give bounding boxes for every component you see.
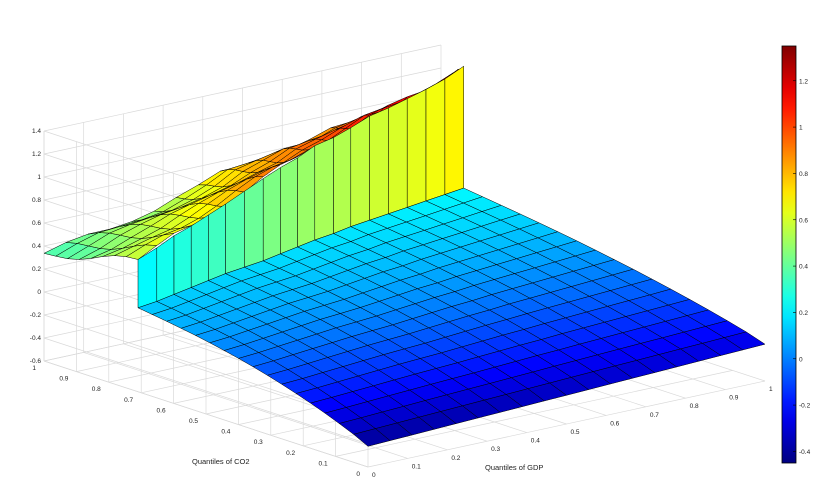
surface-patch	[425, 78, 446, 202]
surface-patch	[724, 331, 766, 351]
surface-patch	[156, 235, 175, 302]
grid-line	[43, 67, 442, 155]
z-tick-label: 1.4	[32, 128, 41, 135]
z-tick-label: 0	[37, 289, 41, 296]
x-tick-label: 0.2	[451, 455, 460, 462]
y-tick-label: 0.2	[286, 450, 295, 457]
y-tick-label: 0.7	[124, 397, 133, 404]
surface-mesh	[43, 65, 766, 447]
surface-patch	[406, 89, 427, 208]
x-tick-label: 0.3	[491, 446, 500, 453]
x-tick-label: 0.9	[729, 395, 738, 402]
z-tick-label: -0.4	[30, 335, 42, 342]
colorbar-tick-label: 0.2	[799, 310, 808, 317]
y-tick-label: 0.3	[254, 439, 263, 446]
colorbar-tick-label: 0	[799, 356, 803, 363]
z-tick-label: 1.2	[32, 151, 41, 158]
surface-patch	[314, 137, 334, 241]
colorbar-tick-label: 1	[799, 125, 803, 132]
colorbar-tick-label: 1.2	[799, 78, 808, 85]
x-tick-label: 0.8	[690, 403, 699, 410]
surface-patch	[444, 65, 464, 195]
x-tick-label: 0.7	[650, 412, 659, 419]
colorbar-tick-label: 0.4	[799, 264, 808, 271]
z-tick-label: -0.2	[30, 312, 42, 319]
y-tick-label: 0.1	[319, 460, 328, 467]
y-tick-label: 1	[32, 365, 36, 372]
surface-patch	[262, 167, 281, 262]
y-tick-label: 0.4	[221, 429, 230, 436]
surface-patch	[297, 145, 316, 248]
z-tick-label: -0.6	[30, 358, 42, 365]
x-tick-label: 0	[372, 472, 376, 479]
surface-patch	[190, 214, 209, 288]
y-axis-label: Quantiles of CO2	[192, 457, 250, 466]
grid-line	[43, 90, 442, 178]
y-tick-label: 0.9	[59, 376, 68, 383]
y-tick-label: 0.6	[157, 407, 166, 414]
y-tick-label: 0.8	[92, 386, 101, 393]
surface-patch	[388, 98, 408, 215]
z-tick-label: 0.6	[32, 220, 41, 227]
y-tick-label: 0	[356, 471, 360, 478]
z-tick-label: 1	[37, 174, 41, 181]
surface-patch	[208, 203, 226, 281]
y-tick-label: 0.5	[189, 418, 198, 425]
z-tick-label: 0.2	[32, 266, 41, 273]
colorbar: -0.4 -0.2 0 0.2 0.4 0.6 0.8 1 1.2	[781, 45, 811, 464]
axis-ticks: 0 0.1 0.2 0.3 0.4 0.5 0.6 0.7 0.8 0.9 1 0 0.1 0.2 0.3 0…	[30, 128, 773, 479]
x-tick-label: 0.6	[610, 420, 619, 427]
x-tick-label: 0.4	[531, 438, 540, 445]
x-tick-label: 1	[769, 386, 773, 393]
surface-patch	[333, 127, 352, 234]
x-tick-label: 0.5	[571, 429, 580, 436]
x-tick-label: 0.1	[412, 463, 421, 470]
surface-patch	[244, 178, 264, 268]
colorbar-tick-label: -0.2	[799, 403, 811, 410]
grid-line	[43, 44, 442, 132]
colorbar-tick-label: 0.8	[799, 171, 808, 178]
x-axis-label: Quantiles of GDP	[485, 463, 543, 472]
surface-patch	[369, 107, 389, 221]
surface-patch	[350, 115, 370, 227]
colorbar-tick-label: 0.6	[799, 217, 808, 224]
colorbar-scale	[781, 45, 797, 464]
surface-patch	[225, 191, 245, 274]
z-tick-label: 0.4	[32, 243, 41, 250]
surface-patch	[173, 225, 192, 295]
z-tick-label: 0.8	[32, 197, 41, 204]
colorbar-tick-label: -0.4	[799, 449, 811, 456]
surface-patch	[280, 157, 298, 255]
